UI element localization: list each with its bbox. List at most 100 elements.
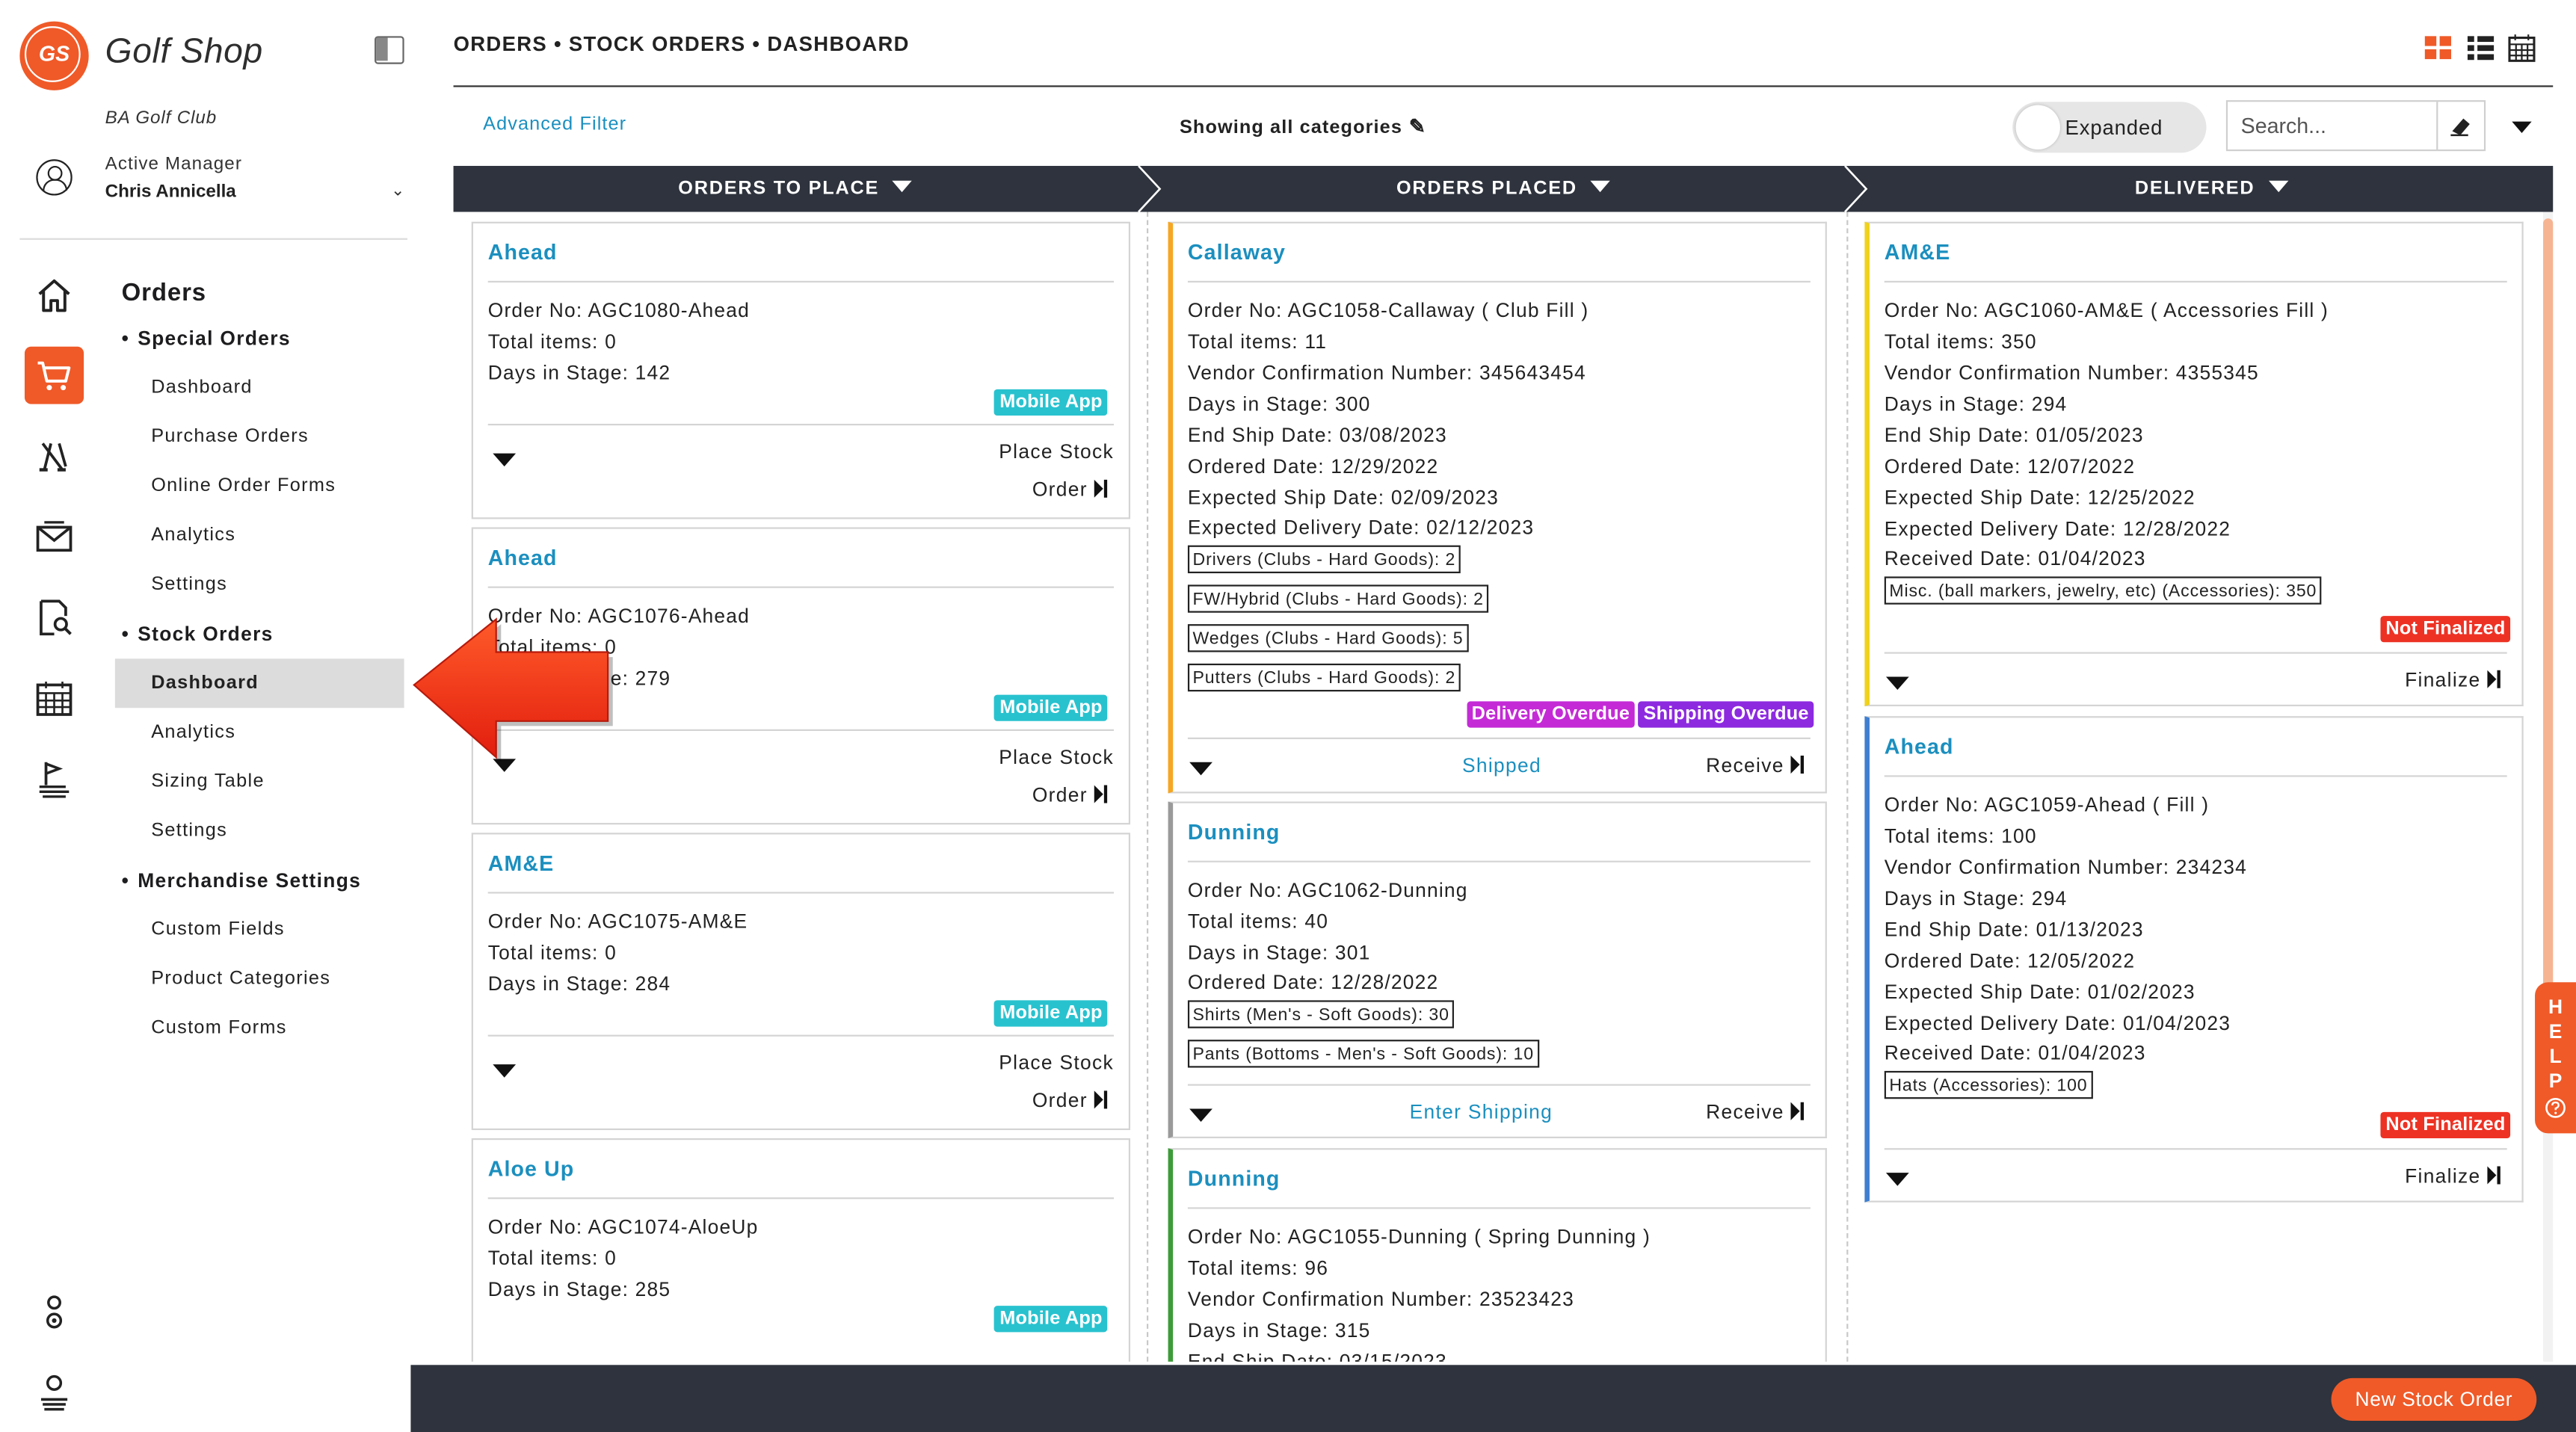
card-line: Total items: 0 (487, 330, 617, 354)
cart-icon[interactable] (33, 355, 76, 398)
board-scrollbar-thumb[interactable] (2543, 218, 2554, 991)
shipped-status-link[interactable]: Shipped (1461, 753, 1541, 777)
user-support-icon[interactable] (33, 1371, 76, 1414)
calendar-icon[interactable] (33, 676, 76, 719)
nav-item-special-analytics[interactable]: Analytics (151, 525, 236, 546)
header-divider (453, 85, 2554, 87)
nav-item-online-order-forms[interactable]: Online Order Forms (151, 476, 336, 496)
enter-shipping-link[interactable]: Enter Shipping (1409, 1100, 1553, 1124)
nav-section-stock-orders[interactable]: Stock Orders (122, 623, 274, 646)
card-details: Order No: AGC1075-AM&E Total items: 0 Da… (488, 907, 748, 1000)
order-card[interactable]: Dunning Order No: AGC1055-Dunning ( Spri… (1168, 1148, 1827, 1362)
column-header-orders-placed[interactable]: ORDERS PLACED (1163, 166, 1843, 212)
nav-item-special-settings[interactable]: Settings (151, 575, 228, 595)
card-vendor[interactable]: AM&E (487, 851, 555, 876)
nav-item-custom-fields[interactable]: Custom Fields (151, 919, 285, 940)
expanded-toggle[interactable]: Expanded (2012, 102, 2207, 153)
nav-item-stock-settings[interactable]: Settings (151, 821, 228, 842)
category-filter[interactable]: Showing all categories ✎ (1180, 115, 1426, 138)
help-tab[interactable]: H E L P (2535, 982, 2576, 1134)
nav-item-special-dashboard[interactable]: Dashboard (151, 377, 253, 398)
new-stock-order-button[interactable]: New Stock Order (2331, 1377, 2537, 1422)
nav-item-sizing-table[interactable]: Sizing Table (151, 771, 265, 792)
golf-flag-icon[interactable] (33, 757, 76, 800)
caret-down-icon[interactable] (1590, 180, 1610, 193)
mail-icon[interactable] (33, 516, 76, 558)
expand-caret-icon[interactable] (1189, 1108, 1212, 1123)
card-vendor[interactable]: Ahead (487, 545, 558, 570)
order-action[interactable]: Order (1032, 783, 1108, 806)
finalize-action[interactable]: Finalize (2405, 1164, 2500, 1188)
chevron-down-icon[interactable]: ⌄ (391, 182, 405, 201)
order-card[interactable]: AM&E Order No: AGC1060-AM&E ( Accessorie… (1864, 221, 2524, 707)
card-vendor[interactable]: Dunning (1187, 819, 1281, 845)
category-tag: Pants (Bottoms - Men's - Soft Goods): 10 (1187, 1040, 1539, 1068)
toggle-knob[interactable] (2015, 105, 2060, 149)
card-vendor[interactable]: Ahead (487, 239, 558, 265)
expand-caret-icon[interactable] (493, 453, 517, 467)
card-line: Vendor Confirmation Number: 345643454 (1187, 361, 1586, 385)
skip-forward-icon (1790, 1102, 1805, 1120)
home-icon[interactable] (33, 274, 76, 317)
nav-item-stock-dashboard[interactable]: Dashboard (114, 658, 404, 709)
caret-down-icon[interactable] (892, 180, 913, 193)
eraser-icon[interactable] (2436, 102, 2484, 149)
finalize-action[interactable]: Finalize (2405, 668, 2500, 691)
sidebar-collapse-icon[interactable] (375, 36, 404, 64)
search-input[interactable] (2228, 102, 2438, 149)
place-stock-action[interactable]: Place Stock (999, 745, 1115, 769)
nav-orders-active[interactable] (24, 346, 84, 404)
expand-caret-icon[interactable] (493, 1064, 517, 1078)
column-header-delivered[interactable]: DELIVERED (1870, 166, 2553, 212)
nav-section-special-orders[interactable]: Special Orders (122, 327, 291, 350)
settings-user-icon[interactable] (33, 1291, 76, 1333)
expand-caret-icon[interactable] (1189, 762, 1212, 776)
caret-down-icon[interactable] (2512, 121, 2532, 134)
place-stock-action[interactable]: Place Stock (999, 439, 1115, 463)
order-card[interactable]: Callaway Order No: AGC1058-Callaway ( Cl… (1168, 221, 1827, 794)
grid-view-icon[interactable] (2424, 33, 2453, 63)
nav-item-stock-analytics[interactable]: Analytics (151, 722, 236, 743)
order-card[interactable]: Ahead Order No: AGC1059-Ahead ( Fill ) T… (1864, 716, 2524, 1203)
order-action[interactable]: Order (1032, 478, 1108, 501)
order-card[interactable]: Aloe Up Order No: AGC1074-AloeUp Total i… (471, 1138, 1131, 1362)
document-search-icon[interactable] (33, 596, 76, 639)
pencil-icon[interactable]: ✎ (1408, 114, 1427, 138)
place-stock-action[interactable]: Place Stock (999, 1051, 1115, 1075)
card-line: End Ship Date: 03/08/2023 (1187, 424, 1447, 447)
card-line: Total items: 0 (487, 941, 617, 965)
card-line: Expected Ship Date: 01/02/2023 (1884, 981, 2196, 1004)
card-line: Order No: AGC1075-AM&E (487, 910, 748, 933)
advanced-filter-link[interactable]: Advanced Filter (483, 114, 627, 135)
manager-name[interactable]: Chris Annicella (105, 182, 236, 203)
caret-down-icon[interactable] (2267, 180, 2288, 193)
card-vendor[interactable]: Aloe Up (487, 1156, 575, 1182)
card-vendor[interactable]: AM&E (1884, 239, 1951, 265)
card-vendor[interactable]: Ahead (1884, 734, 1954, 759)
receive-action[interactable]: Receive (1706, 754, 1805, 777)
nav-section-merchandise-settings[interactable]: Merchandise Settings (122, 869, 362, 892)
nav-item-product-categories[interactable]: Product Categories (151, 969, 331, 990)
calendar-view-icon[interactable] (2507, 33, 2537, 63)
expand-caret-icon[interactable] (1885, 1173, 1909, 1186)
order-card[interactable]: Dunning Order No: AGC1062-Dunning Total … (1168, 801, 1827, 1139)
order-card[interactable]: AM&E Order No: AGC1075-AM&E Total items:… (471, 833, 1131, 1131)
order-card[interactable]: Ahead Order No: AGC1080-Ahead Total item… (471, 221, 1131, 519)
skip-forward-icon (2487, 1166, 2500, 1185)
card-vendor[interactable]: Dunning (1187, 1166, 1281, 1191)
nav-item-custom-forms[interactable]: Custom Forms (151, 1018, 287, 1038)
receive-action[interactable]: Receive (1706, 1100, 1805, 1123)
card-line: Days in Stage: 284 (487, 972, 671, 996)
card-vendor[interactable]: Callaway (1187, 239, 1287, 265)
nav-item-purchase-orders[interactable]: Purchase Orders (151, 427, 309, 447)
column-header-orders-to-place[interactable]: ORDERS TO PLACE (454, 166, 1137, 212)
brand-logo[interactable]: GS (19, 21, 89, 90)
expand-caret-icon[interactable] (1885, 676, 1909, 691)
list-view-icon[interactable] (2466, 33, 2496, 63)
card-details: Order No: AGC1062-Dunning Total items: 4… (1187, 875, 1539, 1074)
card-line: Total items: 11 (1187, 330, 1328, 354)
card-line: Days in Stage: 285 (487, 1277, 671, 1301)
golf-clubs-icon[interactable] (33, 437, 76, 480)
order-action[interactable]: Order (1032, 1089, 1108, 1112)
expand-caret-icon[interactable] (493, 759, 517, 772)
